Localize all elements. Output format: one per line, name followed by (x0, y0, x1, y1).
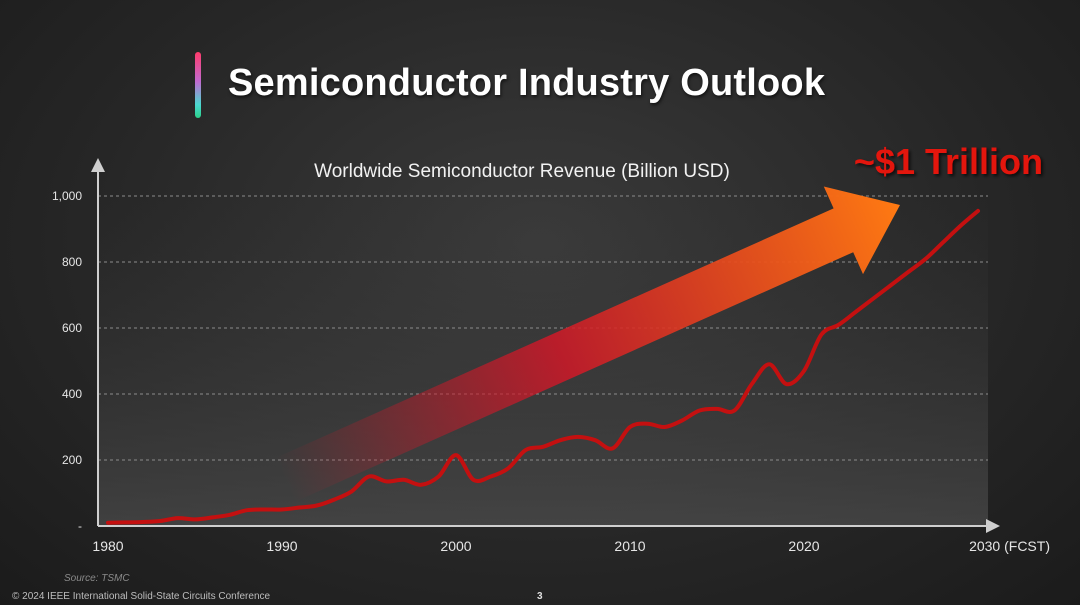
y-tick-label-800: 800 (62, 255, 82, 269)
y-tick-label-400: 400 (62, 387, 82, 401)
page-number: 3 (537, 591, 543, 602)
y-tick-label-0: - (78, 519, 82, 533)
trillion-callout: ~$1 Trillion (854, 141, 1043, 182)
chart-title: Worldwide Semiconductor Revenue (Billion… (314, 161, 730, 182)
x-tick-label-1980: 1980 (92, 538, 123, 554)
source-note: Source: TSMC (64, 573, 130, 584)
slide-title: Semiconductor Industry Outlook (228, 62, 826, 104)
y-tick-label-600: 600 (62, 321, 82, 335)
y-axis-arrowhead (91, 158, 105, 172)
x-tick-label-2000: 2000 (440, 538, 471, 554)
x-tick-label-2030: 2030 (FCST) (969, 538, 1050, 554)
y-tick-label-1000: 1,000 (52, 189, 82, 203)
x-tick-label-2010: 2010 (614, 538, 645, 554)
title-accent-bar (195, 52, 201, 118)
x-tick-label-2020: 2020 (788, 538, 819, 554)
copyright-note: © 2024 IEEE International Solid-State Ci… (12, 591, 271, 602)
revenue-series-line (106, 208, 980, 525)
y-tick-label-200: 200 (62, 453, 82, 467)
x-axis-arrowhead (986, 519, 1000, 533)
x-tick-label-1990: 1990 (266, 538, 297, 554)
growth-trend-arrow (275, 186, 900, 502)
